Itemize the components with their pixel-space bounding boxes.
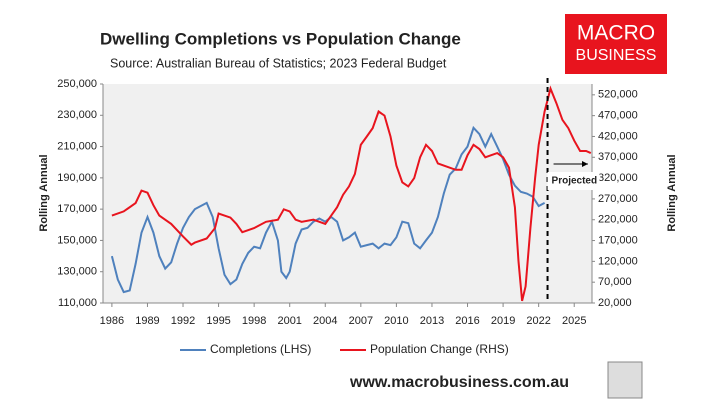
x-tick-label: 2022	[526, 315, 550, 327]
y2-tick-label: 120,000	[598, 255, 638, 267]
x-tick-label: 2004	[313, 315, 337, 327]
x-tick-label: 2001	[277, 315, 301, 327]
x-tick-label: 1992	[171, 315, 195, 327]
x-tick-label: 2010	[384, 315, 408, 327]
y-tick-label: 150,000	[57, 234, 97, 246]
chart-subtitle: Source: Australian Bureau of Statistics;…	[110, 56, 447, 70]
x-tick-label: 2025	[562, 315, 586, 327]
series-line	[110, 125, 546, 294]
x-tick-label: 2013	[420, 315, 444, 327]
y-axis-title: Rolling Annual	[38, 154, 50, 231]
x-tick-label: 1986	[100, 315, 124, 327]
y-tick-label: 210,000	[57, 140, 97, 152]
y2-tick-label: 70,000	[598, 276, 632, 288]
series-line	[111, 85, 592, 302]
y-tick-label: 170,000	[57, 203, 97, 215]
annotation-box	[547, 172, 600, 190]
x-tick-label: 1989	[135, 315, 159, 327]
y-tick-label: 250,000	[57, 78, 97, 90]
logo-box	[565, 14, 667, 74]
y-tick-label: 110,000	[58, 297, 97, 309]
y-tick-label: 230,000	[57, 109, 97, 121]
y2-tick-label: 320,000	[598, 172, 638, 184]
x-tick-label: 1998	[242, 315, 266, 327]
annotation-arrowhead	[582, 161, 588, 167]
y2-axis-title: Rolling Annual	[666, 154, 678, 231]
x-tick-label: 2019	[491, 315, 515, 327]
chart-title: Dwelling Completions vs Population Chang…	[100, 29, 461, 48]
y2-tick-label: 20,000	[598, 297, 632, 309]
logo-icon	[607, 361, 643, 399]
y2-tick-label: 370,000	[598, 151, 638, 163]
legend-label: Completions (LHS)	[210, 342, 311, 356]
y2-tick-label: 520,000	[598, 89, 638, 101]
legend-label: Population Change (RHS)	[370, 342, 509, 356]
logo-text: BUSINESS	[576, 47, 657, 64]
plot-area	[103, 84, 592, 303]
website: www.macrobusiness.com.au	[349, 374, 569, 391]
y2-tick-label: 270,000	[598, 193, 638, 205]
x-tick-label: 1995	[206, 315, 230, 327]
y2-tick-label: 470,000	[598, 110, 638, 122]
x-tick-label: 2016	[455, 315, 479, 327]
y2-tick-label: 220,000	[598, 214, 638, 226]
logo-text: MACRO	[577, 22, 655, 45]
y2-tick-label: 420,000	[598, 130, 638, 142]
y-tick-label: 130,000	[57, 266, 97, 278]
y-tick-label: 190,000	[57, 172, 97, 184]
annotation-text: Projected	[552, 176, 598, 187]
x-tick-label: 2007	[349, 315, 373, 327]
y2-tick-label: 170,000	[598, 234, 638, 246]
